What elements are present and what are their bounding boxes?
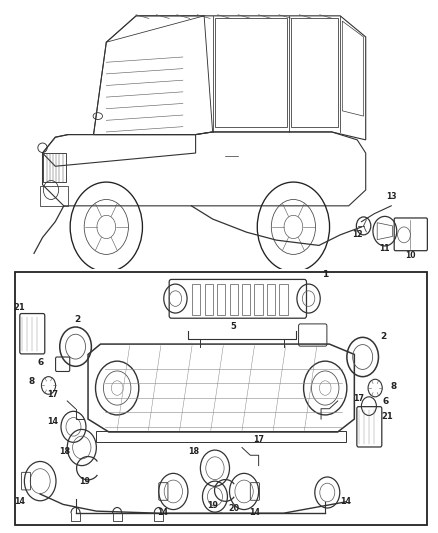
Text: 14: 14 xyxy=(157,508,169,516)
Bar xyxy=(96,431,346,442)
Text: 1: 1 xyxy=(322,270,328,279)
Bar xyxy=(230,284,238,314)
Text: 12: 12 xyxy=(352,230,363,239)
Text: 6: 6 xyxy=(382,397,389,406)
Text: 14: 14 xyxy=(47,417,58,426)
Text: 21: 21 xyxy=(382,412,393,421)
Bar xyxy=(42,153,66,182)
Text: 2: 2 xyxy=(74,315,81,324)
Text: 18: 18 xyxy=(60,447,71,456)
Text: 2: 2 xyxy=(380,332,387,341)
Text: 8: 8 xyxy=(29,377,35,386)
Text: 21: 21 xyxy=(14,303,25,312)
Text: 19: 19 xyxy=(79,477,90,486)
Text: 13: 13 xyxy=(386,192,396,201)
Text: 19: 19 xyxy=(207,501,219,510)
Text: 18: 18 xyxy=(189,447,200,456)
Text: 20: 20 xyxy=(228,504,239,513)
Text: 17: 17 xyxy=(253,435,264,445)
Bar xyxy=(267,284,275,314)
Text: 11: 11 xyxy=(380,244,390,253)
Bar xyxy=(205,284,213,314)
Text: 17: 17 xyxy=(47,390,58,399)
Text: 14: 14 xyxy=(249,508,260,516)
Text: 14: 14 xyxy=(340,497,352,506)
Text: 6: 6 xyxy=(37,358,43,367)
Text: 8: 8 xyxy=(391,382,397,391)
Bar xyxy=(242,284,251,314)
Bar xyxy=(192,284,201,314)
Text: 10: 10 xyxy=(405,251,416,260)
Bar xyxy=(254,284,263,314)
Bar xyxy=(279,284,288,314)
Bar xyxy=(40,186,68,206)
Bar xyxy=(217,284,225,314)
Text: 14: 14 xyxy=(14,497,25,506)
Text: 5: 5 xyxy=(231,321,237,330)
Text: 17: 17 xyxy=(353,394,364,403)
